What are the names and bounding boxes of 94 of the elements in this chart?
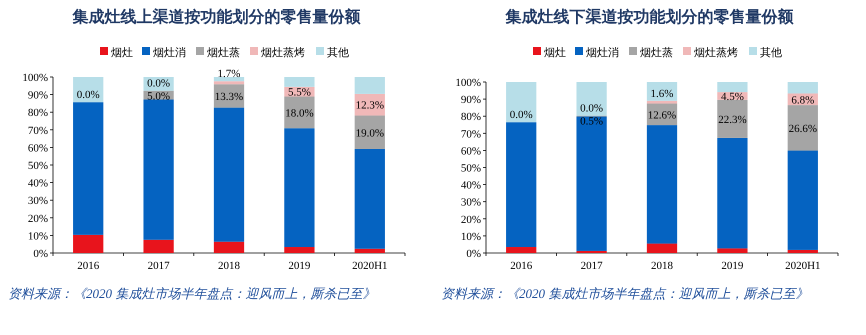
y-tick-label: 80% [460,111,481,124]
y-tick-label: 70% [28,124,48,137]
data-label: 18.0% [285,107,314,120]
bar [284,77,315,87]
y-tick-label: 50% [28,160,48,172]
bar [284,128,315,248]
bar [506,247,536,253]
x-tick-label: 2016 [510,260,533,272]
legend-label: 烟灶蒸烤 [261,46,305,59]
data-label: 1.6% [650,88,674,100]
data-label: 0.0% [76,89,100,102]
legend-label: 烟灶 [111,47,133,59]
legend-label: 烟灶消 [586,46,619,59]
legend-label: 烟灶蒸 [207,46,240,59]
legend-label: 烟灶消 [153,46,186,59]
legend-label: 烟灶 [544,47,566,59]
x-tick-label: 2019 [721,260,744,272]
bar [506,82,536,122]
y-tick-label: 40% [460,180,481,192]
y-tick-label: 70% [460,128,481,140]
y-tick-label: 20% [28,212,48,225]
bar [576,116,607,251]
y-tick-label: 30% [28,195,48,208]
y-tick-label: 100% [22,72,48,84]
bar [646,100,678,104]
x-tick-label: 2016 [77,260,100,272]
chart-title: 集成灶线下渠道按功能划分的零售量份额 [504,8,794,26]
bar [354,148,385,249]
bar [214,242,244,253]
y-tick-label: 10% [28,230,48,242]
chart-title: 集成灶线上渠道按功能划分的零售量份额 [72,8,362,26]
bar [143,240,174,253]
bar [506,122,536,248]
y-tick-label: 60% [28,142,48,154]
data-label: 0.0% [510,109,533,122]
data-label: 6.8% [791,94,814,106]
y-tick-label: 100% [455,77,481,89]
data-label: 5.5% [288,86,311,99]
legend-label: 烟灶蒸烤 [694,46,738,59]
y-tick-label: 20% [460,214,481,226]
x-tick-label: 2020H1 [785,260,821,272]
legend-label: 其他 [760,46,782,59]
data-label: 13.3% [214,90,244,103]
bar [354,248,385,253]
x-tick-label: 2020H1 [352,260,388,272]
x-tick-label: 2018 [218,260,240,272]
x-tick-label: 2019 [288,260,311,272]
y-tick-label: 10% [460,230,481,243]
text: 资料来源：《2020 集成灶市场半年盘点：迎风而上，厮杀已至》 [8,286,376,301]
data-label: 4.5% [720,90,744,103]
y-tick-label: 50% [460,162,481,174]
y-tick-label: 90% [28,90,48,102]
bar [788,250,818,253]
bar [717,138,748,248]
legend-label: 其他 [327,46,349,59]
data-label: 12.6% [648,109,676,122]
x-tick-label: 2017 [148,260,170,272]
data-label: 0.0% [147,78,170,90]
bar [576,82,607,116]
y-tick-label: 90% [460,94,481,106]
bar [788,82,818,94]
y-tick-label: 30% [460,196,481,209]
data-label: 0.0% [580,102,604,115]
bar [717,82,748,92]
y-tick-label: 60% [460,145,481,158]
bar [717,100,748,138]
bar [214,81,244,84]
bar [646,125,678,244]
bar [214,77,244,82]
bar [143,100,174,240]
bar [214,108,244,242]
y-tick-label: 0% [466,248,481,260]
y-tick-label: 40% [28,178,48,190]
data-label: 26.6% [788,122,818,135]
x-tick-label: 2018 [651,260,674,272]
x-tick-label: 2017 [580,260,604,272]
data-label: 19.0% [356,127,384,140]
data-label: 22.3% [718,114,747,126]
bar [788,150,818,250]
data-label: 12.3% [356,100,384,112]
bar [73,102,104,235]
y-tick-label: 80% [28,107,48,120]
text: 资料来源：《2020 集成灶市场半年盘点：迎风而上，厮杀已至》 [441,286,808,301]
data-label: 1.7% [218,68,240,80]
data-label: 0.5% [580,116,604,128]
legend-label: 烟灶蒸 [640,46,673,59]
bar [354,77,385,94]
bar [284,247,315,253]
bar [717,248,748,253]
bar [788,105,818,151]
bar [73,234,104,253]
y-tick-label: 0% [33,248,48,260]
bar [646,244,678,253]
bar [354,116,385,149]
